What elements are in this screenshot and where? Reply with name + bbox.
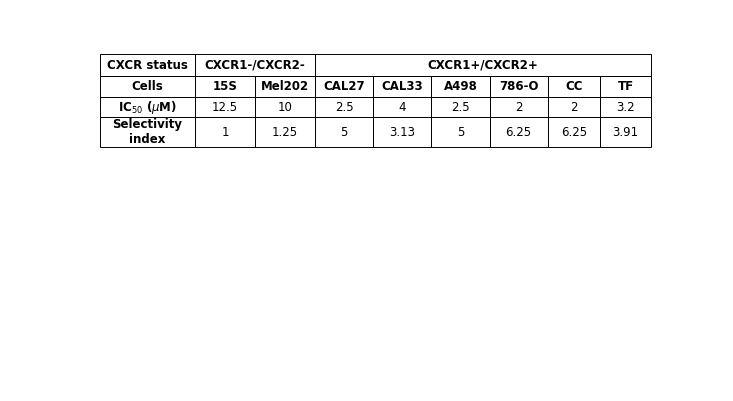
- Bar: [315, 54, 651, 76]
- Text: 12.5: 12.5: [212, 101, 238, 114]
- Text: 1.25: 1.25: [272, 126, 298, 139]
- Bar: [373, 117, 432, 147]
- Text: A498: A498: [443, 80, 477, 93]
- Bar: [195, 97, 255, 117]
- Text: CXCR1+/CXCR2+: CXCR1+/CXCR2+: [428, 59, 539, 71]
- Text: 2: 2: [570, 101, 578, 114]
- Bar: [490, 117, 548, 147]
- Bar: [255, 97, 315, 117]
- Bar: [432, 97, 490, 117]
- Bar: [195, 54, 315, 76]
- Text: Cells: Cells: [132, 80, 163, 93]
- Text: 5: 5: [457, 126, 464, 139]
- Text: CXCR status: CXCR status: [107, 59, 188, 71]
- Text: 15S: 15S: [213, 80, 237, 93]
- Bar: [490, 76, 548, 97]
- Text: 6.25: 6.25: [506, 126, 531, 139]
- Bar: [100, 117, 195, 147]
- Text: CAL33: CAL33: [381, 80, 423, 93]
- Text: 1: 1: [221, 126, 229, 139]
- Text: 2.5: 2.5: [335, 101, 353, 114]
- Bar: [600, 97, 651, 117]
- Bar: [255, 117, 315, 147]
- Text: 3.13: 3.13: [389, 126, 416, 139]
- Text: 5: 5: [340, 126, 348, 139]
- Text: CXCR1-/CXCR2-: CXCR1-/CXCR2-: [205, 59, 306, 71]
- Text: 2.5: 2.5: [451, 101, 470, 114]
- Bar: [432, 117, 490, 147]
- Bar: [100, 54, 195, 76]
- Bar: [315, 97, 373, 117]
- Bar: [548, 76, 600, 97]
- Text: 3.2: 3.2: [616, 101, 635, 114]
- Bar: [373, 97, 432, 117]
- Bar: [315, 117, 373, 147]
- Bar: [100, 97, 195, 117]
- Text: Mel202: Mel202: [261, 80, 309, 93]
- Text: CC: CC: [565, 80, 583, 93]
- Bar: [600, 117, 651, 147]
- Bar: [255, 76, 315, 97]
- Bar: [432, 76, 490, 97]
- Text: IC$_{50}$ ($\mu$M): IC$_{50}$ ($\mu$M): [118, 99, 177, 116]
- Bar: [548, 97, 600, 117]
- Text: 786-O: 786-O: [499, 80, 538, 93]
- Bar: [315, 76, 373, 97]
- Bar: [100, 76, 195, 97]
- Text: 4: 4: [399, 101, 406, 114]
- Text: 6.25: 6.25: [561, 126, 587, 139]
- Bar: [195, 76, 255, 97]
- Bar: [373, 76, 432, 97]
- Text: 3.91: 3.91: [612, 126, 638, 139]
- Text: CAL27: CAL27: [323, 80, 365, 93]
- Bar: [195, 117, 255, 147]
- Bar: [600, 76, 651, 97]
- Text: 2: 2: [515, 101, 523, 114]
- Text: TF: TF: [617, 80, 633, 93]
- Bar: [490, 97, 548, 117]
- Bar: [548, 117, 600, 147]
- Text: 10: 10: [278, 101, 292, 114]
- Text: Selectivity
index: Selectivity index: [113, 118, 183, 146]
